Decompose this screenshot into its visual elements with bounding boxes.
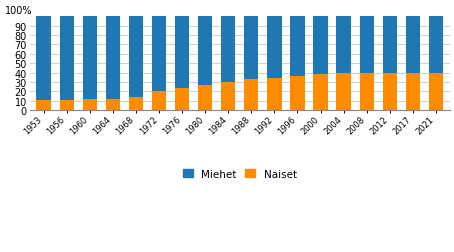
Bar [175,17,189,88]
Text: 100%: 100% [5,6,32,16]
Bar [221,83,235,111]
Bar [198,85,212,111]
Bar [83,100,97,111]
Bar [152,17,166,92]
Bar [291,17,305,77]
Bar [406,73,420,111]
Bar [244,17,258,80]
Bar [175,88,189,111]
Bar [406,17,420,73]
Bar [129,17,143,98]
Bar [198,17,212,85]
Bar [313,17,328,75]
Bar [360,17,374,73]
Bar [383,17,397,74]
Bar [36,101,51,111]
Bar [313,75,328,111]
Bar [36,17,51,101]
Bar [429,17,443,73]
Bar [360,73,374,111]
Bar [59,17,74,101]
Bar [267,17,281,79]
Bar [59,101,74,111]
Bar [83,17,97,100]
Bar [129,98,143,111]
Bar [152,92,166,111]
Legend: Miehet, Naiset: Miehet, Naiset [178,165,301,183]
Bar [106,99,120,111]
Bar [267,79,281,111]
Bar [106,17,120,99]
Bar [291,77,305,111]
Bar [221,17,235,83]
Bar [383,74,397,111]
Bar [336,17,351,73]
Bar [429,73,443,111]
Bar [336,73,351,111]
Bar [244,80,258,111]
